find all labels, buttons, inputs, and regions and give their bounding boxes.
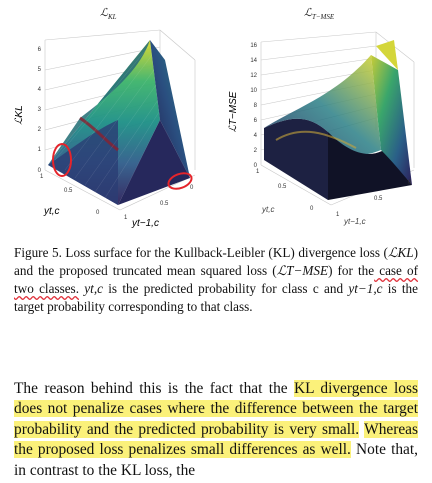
z-tick: 6 [38,47,42,53]
x-tick: 0 [310,206,314,212]
z-tick: 2 [38,127,42,133]
z-tick: 8 [254,103,258,109]
z-tick: 6 [254,118,258,124]
y-tick: 1 [336,212,340,218]
z-tick: 4 [38,87,42,93]
z-tick: 14 [250,58,257,64]
y-tick: 0.5 [374,196,383,202]
left-plot-title: ℒKL [100,7,117,22]
y-tick: 0 [190,185,194,191]
z-tick: 16 [250,43,257,49]
y-axis-label: yt−1,c [343,217,366,226]
z-axis-label: ℒKL [14,105,25,124]
kl-loss-surface-plot: 0 1 2 3 4 5 6 ℒKL 1 0.5 0 yt,c 1 0.5 0 y… [14,29,196,229]
z-tick: 1 [38,147,42,153]
y-tick: 1 [124,215,128,221]
right-annotation-circle [167,172,193,190]
y-tick: 0.5 [160,201,169,207]
x-tick: 1 [256,169,260,175]
x-tick: 0 [96,210,100,216]
z-tick: 10 [250,88,257,94]
tmse-surface [264,40,412,200]
red-underlined-text: case of two classes. [14,263,418,296]
z-tick: 3 [38,107,42,113]
y-axis-label: yt−1,c [131,218,159,229]
z-tick: 5 [38,67,42,73]
left-annotation-circle [52,143,72,177]
figure-5: ℒKL [0,0,432,232]
z-tick: 0 [254,163,258,169]
z-axis-label: ℒT−MSE [228,91,239,132]
z-tick: 4 [254,133,258,139]
z-tick: 0 [38,168,42,174]
y-tick: 0 [408,180,412,186]
tmse-loss-surface-plot: 0 2 4 6 8 10 12 14 16 ℒT−MSE 1 0.5 0 yt,… [228,31,415,226]
x-tick: 0.5 [278,184,287,190]
x-tick: 0.5 [64,188,73,194]
kl-surface [48,40,190,205]
figure-caption: Figure 5. Loss surface for the Kullback-… [14,245,419,314]
x-tick: 1 [40,174,44,180]
body-paragraph: The reason behind this is the fact that … [14,380,419,479]
z-tick: 12 [250,73,257,79]
x-axis-label: yt,c [261,205,274,214]
x-axis-label: yt,c [43,206,60,217]
right-plot-title: ℒT−MSE [304,7,335,22]
z-tick: 2 [254,148,258,154]
